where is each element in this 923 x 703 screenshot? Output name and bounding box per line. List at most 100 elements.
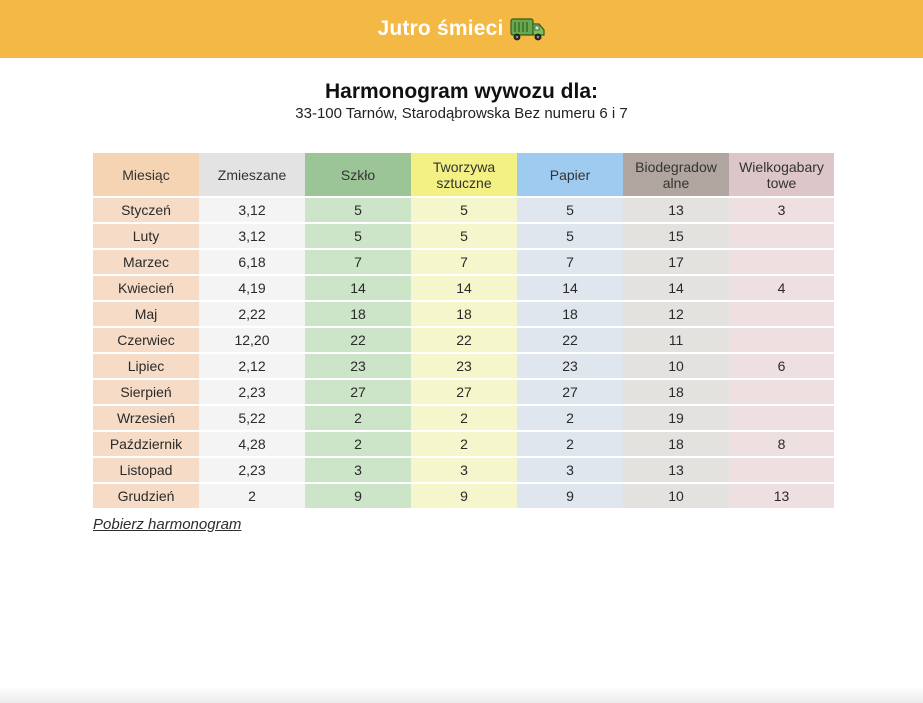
cell-mixed: 4,19 — [199, 274, 305, 300]
cell-bulky: 4 — [729, 274, 834, 300]
table-row: Lipiec 2,12 23 23 23 10 6 — [93, 352, 834, 378]
column-header-month: Miesiąc — [93, 153, 199, 196]
cell-bulky: 6 — [729, 352, 834, 378]
cell-glass: 18 — [305, 300, 411, 326]
column-header-paper: Papier — [517, 153, 623, 196]
cell-paper: 2 — [517, 404, 623, 430]
cell-bio: 11 — [623, 326, 729, 352]
cell-glass: 5 — [305, 222, 411, 248]
cell-month: Luty — [93, 222, 199, 248]
column-header-plastic: Tworzywa sztuczne — [411, 153, 517, 196]
table-row: Maj 2,22 18 18 18 12 — [93, 300, 834, 326]
cell-bulky — [729, 456, 834, 482]
cell-plastic: 22 — [411, 326, 517, 352]
window-bottom-edge — [0, 687, 923, 703]
cell-bio: 17 — [623, 248, 729, 274]
cell-paper: 5 — [517, 196, 623, 222]
cell-mixed: 4,28 — [199, 430, 305, 456]
cell-bio: 15 — [623, 222, 729, 248]
cell-bio: 18 — [623, 430, 729, 456]
cell-glass: 14 — [305, 274, 411, 300]
column-header-label: Tworzywa — [432, 158, 496, 175]
table-row: Wrzesień 5,22 2 2 2 19 — [93, 404, 834, 430]
column-header-label: alne — [662, 174, 690, 191]
cell-bulky: 8 — [729, 430, 834, 456]
cell-glass: 3 — [305, 456, 411, 482]
cell-month: Listopad — [93, 456, 199, 482]
cell-glass: 22 — [305, 326, 411, 352]
column-header-mixed: Zmieszane — [199, 153, 305, 196]
cell-bio: 19 — [623, 404, 729, 430]
cell-glass: 23 — [305, 352, 411, 378]
cell-glass: 27 — [305, 378, 411, 404]
cell-bio: 13 — [623, 196, 729, 222]
cell-plastic: 5 — [411, 196, 517, 222]
cell-plastic: 7 — [411, 248, 517, 274]
cell-glass: 7 — [305, 248, 411, 274]
cell-glass: 2 — [305, 404, 411, 430]
cell-mixed: 2,12 — [199, 352, 305, 378]
column-header-bio: Biodegradow alne — [623, 153, 729, 196]
column-header-label: Biodegradow — [635, 158, 717, 175]
cell-bulky — [729, 222, 834, 248]
cell-bulky — [729, 326, 834, 352]
column-header-glass: Szkło — [305, 153, 411, 196]
cell-plastic: 27 — [411, 378, 517, 404]
cell-month: Październik — [93, 430, 199, 456]
column-header-label: sztuczne — [436, 174, 492, 191]
cell-bio: 13 — [623, 456, 729, 482]
schedule-heading: Harmonogram wywozu dla: 33-100 Tarnów, S… — [0, 79, 923, 123]
table-row: Grudzień 2 9 9 9 10 13 — [93, 482, 834, 508]
cell-month: Lipiec — [93, 352, 199, 378]
cell-mixed: 2,23 — [199, 456, 305, 482]
column-header-label: Papier — [549, 166, 591, 183]
cell-bulky — [729, 300, 834, 326]
cell-paper: 14 — [517, 274, 623, 300]
cell-plastic: 14 — [411, 274, 517, 300]
cell-glass: 5 — [305, 196, 411, 222]
cell-plastic: 2 — [411, 430, 517, 456]
cell-paper: 5 — [517, 222, 623, 248]
cell-paper: 23 — [517, 352, 623, 378]
cell-paper: 27 — [517, 378, 623, 404]
cell-month: Czerwiec — [93, 326, 199, 352]
brand-title[interactable]: Jutro śmieci — [377, 17, 504, 40]
cell-bio: 10 — [623, 352, 729, 378]
cell-paper: 22 — [517, 326, 623, 352]
column-header-label: Wielkogabary — [739, 158, 824, 175]
cell-glass: 9 — [305, 482, 411, 508]
cell-month: Kwiecień — [93, 274, 199, 300]
cell-bio: 12 — [623, 300, 729, 326]
cell-mixed: 2 — [199, 482, 305, 508]
table-row: Październik 4,28 2 2 2 18 8 — [93, 430, 834, 456]
table-header-row: Miesiąc Zmieszane Szkło Tworzywa sztuczne Pap… — [93, 153, 834, 196]
cell-bio: 10 — [623, 482, 729, 508]
cell-paper: 3 — [517, 456, 623, 482]
app-header: Jutro śmieci — [0, 0, 923, 58]
table-row: Luty 3,12 5 5 5 15 — [93, 222, 834, 248]
cell-bulky — [729, 378, 834, 404]
table-row: Czerwiec 12,20 22 22 22 11 — [93, 326, 834, 352]
schedule-table: Miesiąc Zmieszane Szkło Tworzywa sztuczne Pap… — [93, 153, 834, 508]
cell-bulky — [729, 248, 834, 274]
table-row: Sierpień 2,23 27 27 27 18 — [93, 378, 834, 404]
cell-month: Wrzesień — [93, 404, 199, 430]
page-title: Harmonogram wywozu dla: — [324, 80, 599, 103]
column-header-label: Miesiąc — [122, 166, 170, 183]
cell-month: Sierpień — [93, 378, 199, 404]
cell-bio: 18 — [623, 378, 729, 404]
cell-bio: 14 — [623, 274, 729, 300]
cell-bulky — [729, 404, 834, 430]
table-row: Marzec 6,18 7 7 7 17 — [93, 248, 834, 274]
cell-mixed: 3,12 — [199, 222, 305, 248]
cell-plastic: 9 — [411, 482, 517, 508]
table-row: Listopad 2,23 3 3 3 13 — [93, 456, 834, 482]
cell-paper: 2 — [517, 430, 623, 456]
download-schedule-link[interactable]: Pobierz harmonogram — [93, 516, 242, 533]
cell-plastic: 2 — [411, 404, 517, 430]
cell-plastic: 5 — [411, 222, 517, 248]
cell-plastic: 18 — [411, 300, 517, 326]
cell-paper: 7 — [517, 248, 623, 274]
column-header-label: Zmieszane — [217, 166, 287, 183]
cell-mixed: 2,22 — [199, 300, 305, 326]
